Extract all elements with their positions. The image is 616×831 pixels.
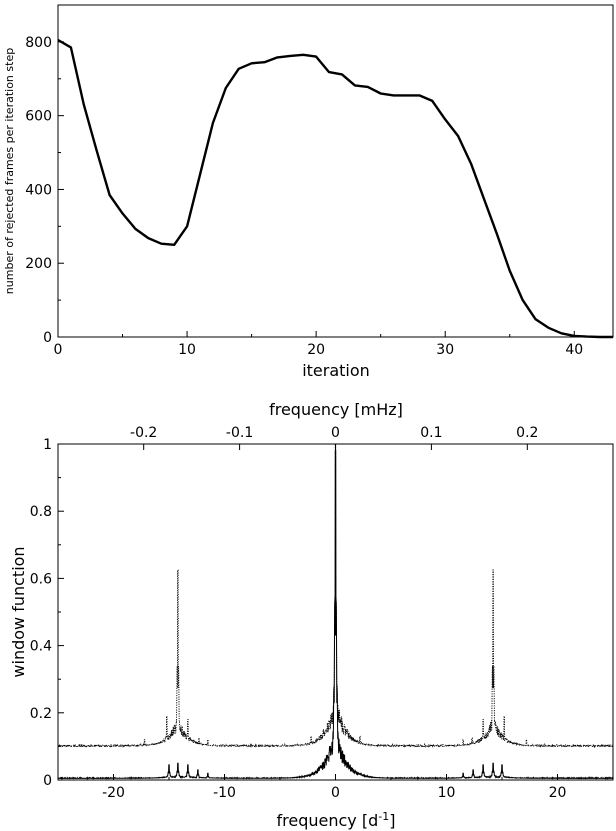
- x2-tick-label: 0.1: [420, 425, 442, 441]
- y-tick-label: 0.2: [30, 706, 52, 722]
- y-tick-label: 600: [25, 109, 52, 125]
- x-axis-ticks: -20 -10 0 10 20: [57, 774, 614, 801]
- y-axis-ticks: 0 200 400 600 800: [25, 35, 64, 346]
- x-tick-label: 0: [331, 785, 340, 801]
- x-tick-label: 10: [178, 342, 196, 358]
- y-tick-label: 1: [43, 437, 52, 453]
- x-tick-label: 40: [565, 342, 583, 358]
- window-function-chart: -20 -10 0 10 20 -0.2 -0.1 0 0.1 0.2 0 0.2 0.4 0.6 0.…: [9, 400, 614, 830]
- y-tick-label: 800: [25, 35, 52, 51]
- series-line: [57, 38, 613, 339]
- x-tick-label: 20: [307, 342, 325, 358]
- y-tick-label: 0: [43, 773, 52, 789]
- x-axis-title: iteration: [302, 361, 370, 380]
- rejected-frames-chart: 0 10 20 30 40 0 200 400 600 800 iteration number…: [3, 4, 614, 380]
- y-tick-label: 0.8: [30, 504, 52, 520]
- y-tick-label: 400: [25, 182, 52, 198]
- top-x-axis-title: frequency [mHz]: [269, 400, 403, 419]
- x2-tick-label: 0: [331, 425, 340, 441]
- x-tick-label: 30: [436, 342, 454, 358]
- y-tick-label: 0.6: [30, 571, 52, 587]
- y-axis-title: number of rejected frames per iteration …: [3, 48, 16, 294]
- y-axis-ticks: 0 0.2 0.4 0.6 0.8 1: [30, 437, 64, 789]
- x-tick-label: 0: [54, 342, 63, 358]
- x2-tick-label: -0.1: [226, 425, 253, 441]
- y-tick-label: 0: [43, 330, 52, 346]
- y-tick-label: 0.4: [30, 639, 52, 655]
- x-axis-title: frequency [d-1]: [277, 810, 396, 830]
- solid-series: [58, 450, 614, 780]
- y-axis-title: window function: [9, 546, 28, 677]
- x-tick-label: -10: [213, 785, 236, 801]
- x-tick-label: 10: [438, 785, 456, 801]
- plot-frame: [57, 4, 614, 338]
- x-axis-ticks: 0 10 20 30 40: [54, 331, 583, 358]
- x-tick-label: -20: [102, 785, 125, 801]
- x-tick-label: 20: [549, 785, 567, 801]
- y-tick-label: 200: [25, 256, 52, 272]
- x2-tick-label: -0.2: [130, 425, 157, 441]
- dotted-series: [58, 443, 614, 749]
- x2-tick-label: 0.2: [516, 425, 538, 441]
- top-x-axis-ticks: -0.2 -0.1 0 0.1 0.2: [130, 425, 538, 450]
